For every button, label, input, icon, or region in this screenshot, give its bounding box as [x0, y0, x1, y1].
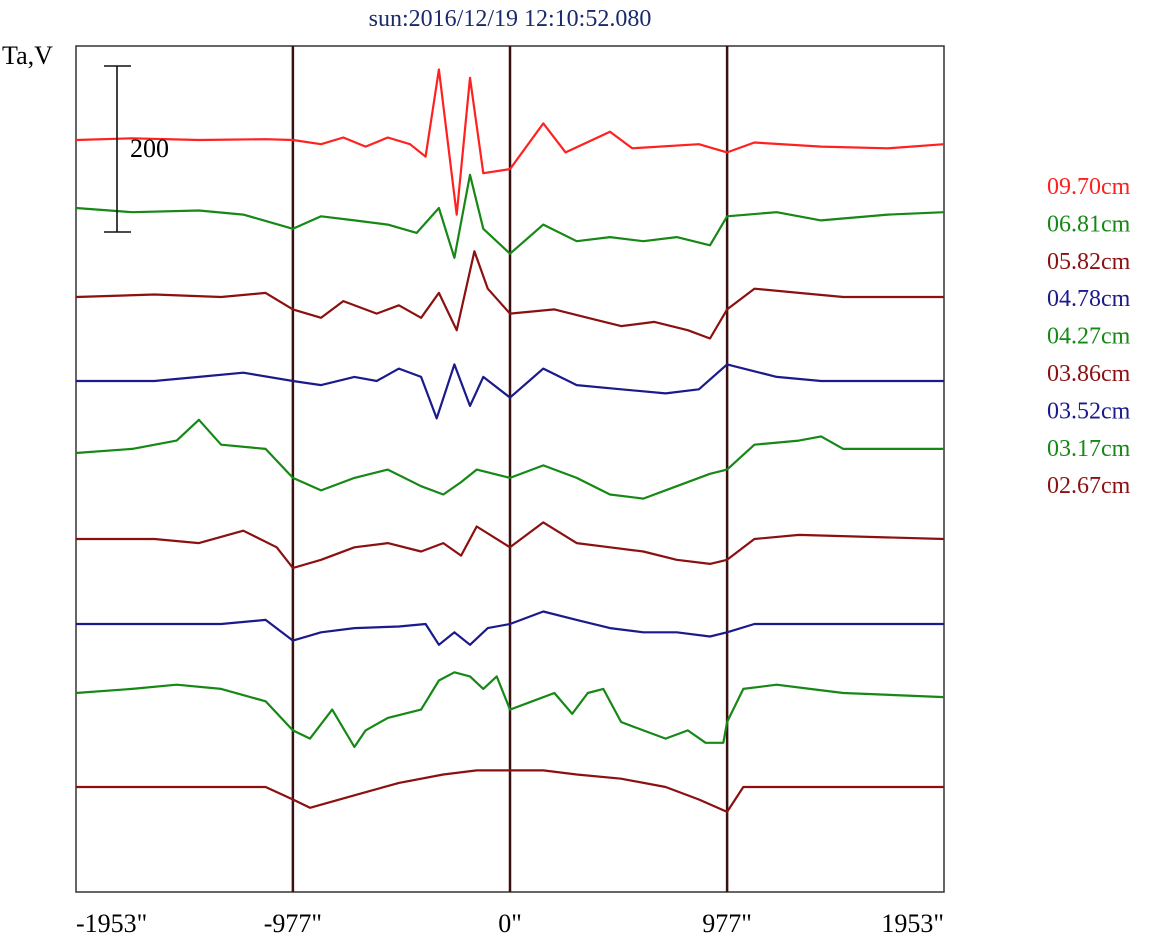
- legend-item: 03.17cm: [1047, 436, 1131, 462]
- chart-title: sun:2016/12/19 12:10:52.080: [369, 6, 652, 32]
- x-tick-labels: -1953" -977" 0" 977" 1953": [76, 909, 944, 938]
- x-tick-label: 977": [702, 909, 752, 938]
- series-line-04.78cm: [76, 363, 944, 420]
- legend-item: 05.82cm: [1047, 249, 1131, 275]
- vertical-markers: [291, 46, 729, 892]
- series-lines: [75, 68, 945, 814]
- x-tick-label: -1953": [76, 909, 147, 938]
- series-line-03.52cm: [76, 610, 944, 646]
- legend-item: 04.78cm: [1047, 286, 1131, 312]
- legend-item: 02.67cm: [1047, 473, 1131, 499]
- series-line-04.27cm: [75, 418, 944, 500]
- scale-bar: 200: [104, 65, 169, 233]
- x-tick-label: 1953": [881, 909, 944, 938]
- series-line-02.67cm: [76, 769, 944, 814]
- legend-item: 06.81cm: [1047, 211, 1131, 237]
- legend-item: 09.70cm: [1047, 174, 1131, 200]
- legend: 09.70cm 06.81cm 05.82cm 04.78cm 04.27cm 03.86…: [1047, 174, 1131, 499]
- y-axis-label: Ta,V: [2, 41, 53, 70]
- legend-item: 03.52cm: [1047, 398, 1131, 424]
- series-line-03.86cm: [76, 521, 945, 570]
- series-line-09.70cm: [75, 68, 945, 216]
- series-line-06.81cm: [75, 173, 945, 259]
- legend-item: 04.27cm: [1047, 324, 1131, 350]
- series-line-03.17cm: [75, 671, 945, 749]
- scale-bar-label: 200: [130, 134, 169, 163]
- x-tick-label: -977": [264, 909, 322, 938]
- series-line-05.82cm: [75, 250, 944, 340]
- x-tick-label: 0": [498, 909, 522, 938]
- legend-item: 03.86cm: [1047, 361, 1131, 387]
